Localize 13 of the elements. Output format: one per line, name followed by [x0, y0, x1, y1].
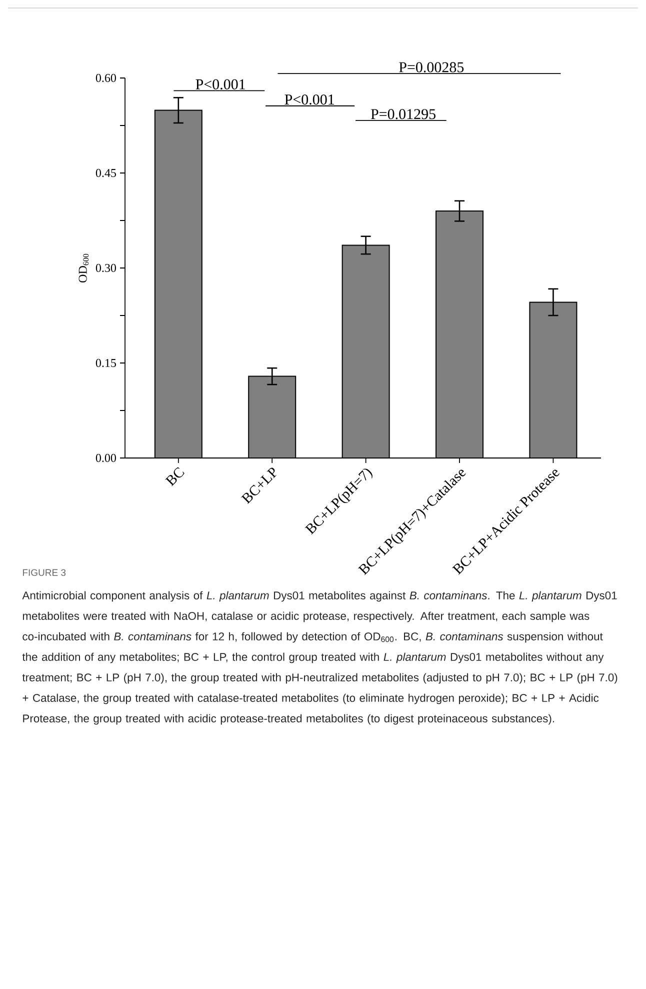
- annotation: P<0.001: [284, 94, 334, 105]
- annotation: P=0.01295: [370, 109, 436, 120]
- annotation: P<0.001: [196, 79, 245, 90]
- y-tick-label: 0.45: [96, 168, 116, 178]
- y-tick-label: 0.30: [96, 264, 116, 272]
- text: Antimicrobial component analysis of L. plantarum Dys01 metabolites against B. contaminans. The L. plantarum Dys01 metabolites were treated with NaOH, catalase or acidic protease, respectively. After treatment, each sample was co-incubated with B. contaminans for 12 h, followed by detection of OD$_{600}$. BC, B. contaminans suspension without the addition of any metabolites; BC + LP, the control group treated with L. plantarum Dys01 metabolites without any treatment; BC + LP (pH 7.0), the group treated with pH-neutralized metabolites (adjusted to pH 7.0); BC + LP (pH 7.0) + Catalase, the group treated with catalase-treated metabolites (to eliminate hydrogen peroxide); BC + LP + Acidic Protease, the group treated with acidic protease-treated metabolites (to digest proteinaceous substances).: [22, 591, 618, 725]
- text: P=0.00285: [399, 62, 464, 72]
- x-tick-label: BC: [165, 467, 184, 486]
- caption: FIGURE 3: [22, 569, 66, 576]
- y-axis-title: OD$_{600}$: [78, 254, 89, 282]
- y-tick-label: 0.15: [96, 358, 116, 368]
- y-tick-label: 0.60: [96, 74, 116, 82]
- y-tick-label: 0.00: [96, 454, 116, 462]
